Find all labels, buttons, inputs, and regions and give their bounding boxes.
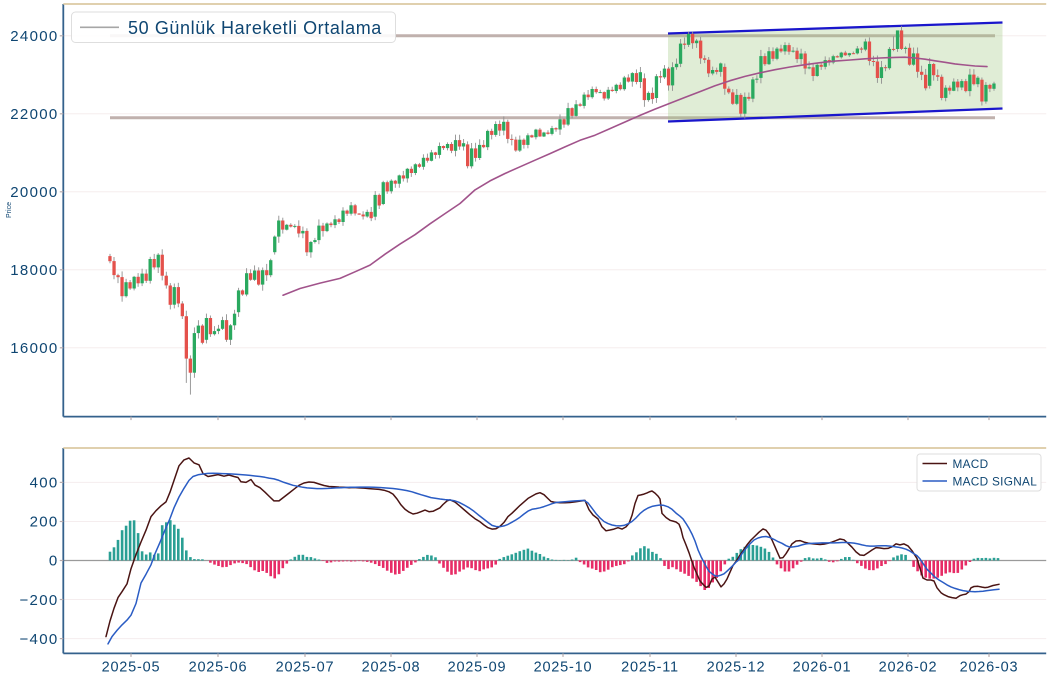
svg-text:2025-05: 2025-05 bbox=[102, 660, 161, 676]
svg-text:2026-01: 2026-01 bbox=[793, 660, 852, 676]
svg-text:18000: 18000 bbox=[10, 262, 58, 279]
svg-text:200: 200 bbox=[30, 514, 59, 531]
svg-text:22000: 22000 bbox=[10, 106, 58, 123]
svg-text:400: 400 bbox=[30, 475, 59, 492]
svg-text:2025-12: 2025-12 bbox=[707, 660, 766, 676]
svg-text:2026-03: 2026-03 bbox=[960, 660, 1019, 676]
svg-text:24000: 24000 bbox=[10, 28, 58, 45]
svg-text:16000: 16000 bbox=[10, 340, 58, 357]
svg-text:2025-10: 2025-10 bbox=[534, 660, 593, 676]
svg-text:MACD SIGNAL: MACD SIGNAL bbox=[953, 475, 1038, 489]
svg-text:MACD: MACD bbox=[953, 457, 989, 471]
svg-text:2025-09: 2025-09 bbox=[448, 660, 507, 676]
svg-text:20000: 20000 bbox=[10, 184, 58, 201]
svg-text:0: 0 bbox=[49, 553, 59, 570]
svg-text:2026-02: 2026-02 bbox=[879, 660, 938, 676]
svg-text:2025-11: 2025-11 bbox=[621, 660, 679, 676]
svg-text:2025-08: 2025-08 bbox=[362, 660, 421, 676]
svg-text:2025-06: 2025-06 bbox=[189, 660, 248, 676]
svg-text:2025-07: 2025-07 bbox=[276, 660, 335, 676]
svg-text:50 Günlük Hareketli Ortalama: 50 Günlük Hareketli Ortalama bbox=[128, 18, 382, 38]
svg-text:−400: −400 bbox=[20, 631, 59, 648]
svg-text:−200: −200 bbox=[20, 592, 59, 609]
svg-text:Price: Price bbox=[6, 202, 13, 218]
